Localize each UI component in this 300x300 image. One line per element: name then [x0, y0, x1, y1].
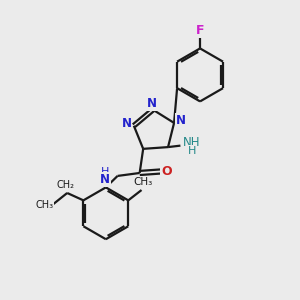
Text: O: O	[161, 165, 172, 178]
Text: N: N	[176, 114, 186, 127]
Text: H: H	[101, 167, 110, 177]
Text: H: H	[188, 146, 196, 156]
Text: N: N	[147, 97, 157, 110]
Text: CH₃: CH₃	[134, 177, 153, 187]
Text: F: F	[196, 24, 204, 37]
Text: N: N	[100, 173, 110, 186]
Text: CH₂: CH₂	[57, 180, 75, 190]
Text: CH₃: CH₃	[35, 200, 53, 210]
Text: NH: NH	[183, 136, 200, 148]
Text: N: N	[122, 117, 131, 130]
